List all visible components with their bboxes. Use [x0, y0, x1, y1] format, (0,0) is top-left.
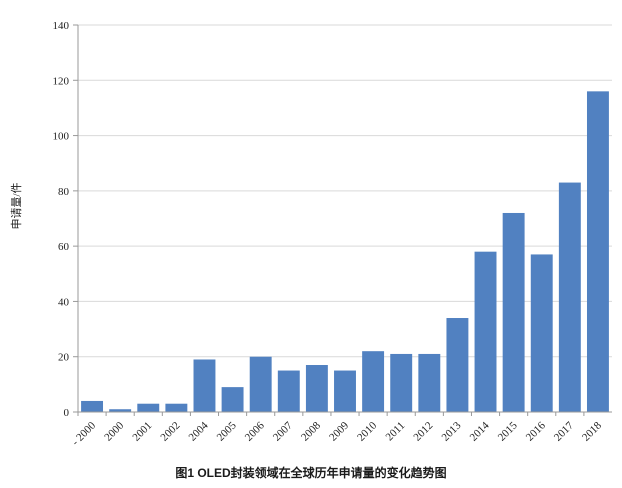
axes: [77, 25, 612, 413]
bar: [81, 400, 104, 412]
x-tick-label: 2013: [440, 419, 464, 443]
bar: [418, 353, 441, 412]
y-tick-label: 100: [53, 131, 70, 143]
x-tick-label: 2008: [299, 419, 323, 443]
x-tick-label: 2010: [355, 419, 379, 443]
x-tick-label: 2018: [580, 419, 604, 443]
x-tick-label: - 2000: [70, 419, 99, 448]
x-tick-label: 2016: [524, 419, 548, 443]
x-tick-label: 2000: [102, 419, 126, 443]
bar: [109, 409, 132, 412]
x-tick-label: 2012: [411, 420, 435, 444]
y-tick-label: 40: [58, 296, 70, 308]
bar: [530, 254, 553, 412]
x-tick-label: 2004: [187, 419, 211, 443]
bar: [277, 370, 300, 412]
x-tick-label: 2011: [384, 420, 408, 444]
bar: [249, 356, 272, 412]
x-tick-labels: - 2000 2000 2001 2002 2004 2005 2006 2007 2008 20…: [70, 412, 604, 448]
y-tick-label: 0: [64, 407, 70, 419]
y-tick-label: 20: [58, 352, 70, 364]
bar: [362, 351, 385, 412]
y-tick-label: 60: [58, 241, 70, 253]
bar: [474, 251, 497, 412]
figure-caption: 图1 OLED封装领域在全球历年申请量的变化趋势图: [175, 465, 446, 480]
x-tick-label: 2014: [468, 419, 492, 443]
x-tick-label: 2017: [552, 419, 576, 443]
bar: [586, 91, 609, 412]
x-tick-label: 2015: [496, 419, 520, 443]
bars: [81, 91, 609, 412]
y-tick-label: 80: [58, 186, 70, 198]
bar: [305, 365, 328, 412]
bar: [137, 403, 160, 412]
bar: [334, 370, 356, 412]
y-axis-label: 申请量/件: [10, 182, 23, 229]
x-tick-label: 2007: [271, 419, 295, 443]
bar: [165, 403, 188, 412]
x-tick-label: 2006: [243, 419, 267, 443]
x-tick-label: 2009: [327, 419, 351, 443]
y-tick-label: 140: [53, 20, 70, 32]
y-tick-labels: 0 20 40 60 80 100 120 140: [53, 20, 78, 419]
bar: [390, 353, 413, 412]
x-tick-label: 2002: [158, 420, 182, 444]
bar: [221, 387, 244, 412]
gridlines: [78, 24, 612, 358]
y-tick-label: 120: [53, 75, 70, 87]
bar: [502, 212, 525, 412]
bar: [558, 182, 581, 412]
x-tick-label: 2005: [215, 419, 239, 443]
x-tick-label: 2001: [130, 420, 154, 444]
bar: [193, 359, 216, 412]
bar: [446, 318, 469, 412]
